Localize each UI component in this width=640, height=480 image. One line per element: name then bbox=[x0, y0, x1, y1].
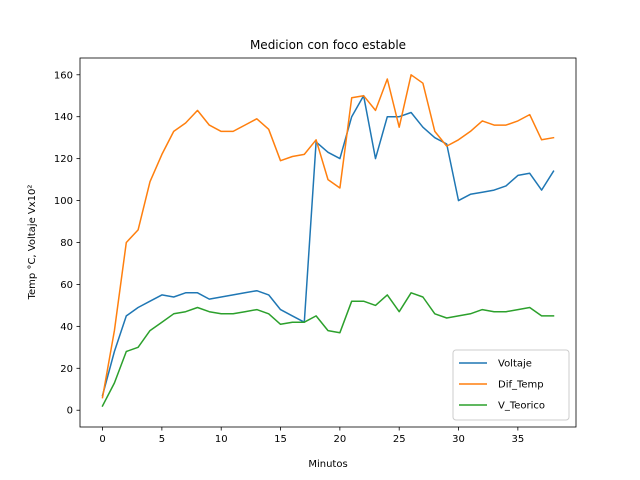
y-tick-label: 140 bbox=[54, 112, 73, 123]
x-tick-label: 15 bbox=[274, 434, 287, 445]
x-tick-label: 35 bbox=[511, 434, 524, 445]
y-tick-label: 20 bbox=[60, 364, 73, 375]
chart-title: Medicion con foco estable bbox=[250, 38, 406, 52]
y-axis-ticks: 0 20 40 60 80 100 120 140 160 bbox=[54, 70, 80, 417]
x-tick-label: 0 bbox=[99, 434, 105, 445]
y-tick-label: 80 bbox=[60, 238, 73, 249]
x-axis-label: Minutos bbox=[308, 459, 347, 470]
series-line-voltaje bbox=[101, 94, 555, 397]
y-tick-label: 160 bbox=[54, 70, 73, 81]
series-line-v-teorico bbox=[101, 292, 555, 408]
x-tick-label: 20 bbox=[333, 434, 346, 445]
y-tick-label: 40 bbox=[60, 322, 73, 333]
plot-lines bbox=[101, 74, 555, 408]
series-line-dif-temp bbox=[101, 74, 555, 399]
x-tick-label: 10 bbox=[215, 434, 228, 445]
x-tick-label: 5 bbox=[159, 434, 165, 445]
y-tick-label: 120 bbox=[54, 154, 73, 165]
y-axis-label: Temp °C, Voltaje Vx10² bbox=[27, 185, 38, 301]
legend-label: Dif_Temp bbox=[498, 380, 544, 391]
legend-label: V_Teorico bbox=[498, 401, 545, 412]
y-tick-label: 100 bbox=[54, 196, 73, 207]
legend-box bbox=[452, 349, 570, 421]
x-axis-ticks: 0 5 10 15 20 25 30 35 bbox=[99, 427, 524, 445]
y-tick-label: 0 bbox=[67, 406, 73, 417]
legend: Voltaje Dif_Temp V_Teorico bbox=[452, 349, 570, 421]
y-tick-label: 60 bbox=[60, 280, 73, 291]
legend-label: Voltaje bbox=[498, 359, 532, 370]
x-tick-label: 30 bbox=[452, 434, 465, 445]
x-tick-label: 25 bbox=[393, 434, 406, 445]
